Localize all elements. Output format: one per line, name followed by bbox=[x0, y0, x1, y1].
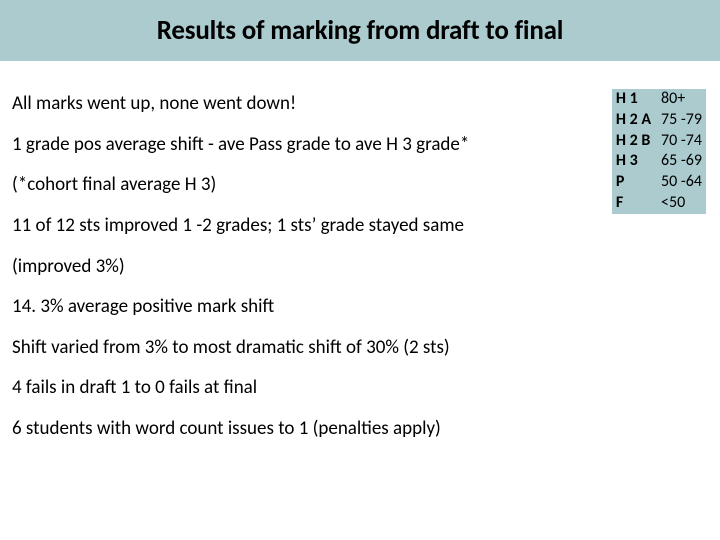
slide-title: Results of marking from draft to final bbox=[0, 14, 720, 47]
body-line: 1 grade pos average shift - ave Pass gra… bbox=[12, 132, 708, 158]
body-line: 11 of 12 sts improved 1 -2 grades; 1 sts… bbox=[12, 213, 708, 239]
range-cell: 75 -79 bbox=[657, 110, 706, 131]
grade-cell: H 3 bbox=[612, 151, 657, 172]
grade-cell: H 1 bbox=[612, 89, 657, 110]
body-line: (*cohort final average H 3) bbox=[12, 172, 708, 198]
grade-cell: H 2 B bbox=[612, 131, 657, 152]
grade-cell: F bbox=[612, 193, 657, 214]
range-cell: 65 -69 bbox=[657, 151, 706, 172]
body-line: 4 fails in draft 1 to 0 fails at final bbox=[12, 375, 708, 401]
table-row: H 1 80+ bbox=[612, 89, 706, 110]
body-line: 14. 3% average positive mark shift bbox=[12, 294, 708, 320]
table-row: H 2 A 75 -79 bbox=[612, 110, 706, 131]
range-cell: <50 bbox=[657, 193, 706, 214]
body-line: 6 students with word count issues to 1 (… bbox=[12, 416, 708, 442]
body-line: All marks went up, none went down! bbox=[12, 91, 708, 117]
grade-cell: H 2 A bbox=[612, 110, 657, 131]
slide-content: All marks went up, none went down! 1 gra… bbox=[0, 61, 720, 442]
table-row: H 2 B 70 -74 bbox=[612, 131, 706, 152]
body-text: All marks went up, none went down! 1 gra… bbox=[12, 91, 708, 442]
table-row: H 3 65 -69 bbox=[612, 151, 706, 172]
table-row: P 50 -64 bbox=[612, 172, 706, 193]
table-row: F <50 bbox=[612, 193, 706, 214]
range-cell: 80+ bbox=[657, 89, 706, 110]
title-bar: Results of marking from draft to final bbox=[0, 0, 720, 61]
grade-cell: P bbox=[612, 172, 657, 193]
body-line: (improved 3%) bbox=[12, 254, 708, 280]
range-cell: 50 -64 bbox=[657, 172, 706, 193]
grade-scale-table: H 1 80+ H 2 A 75 -79 H 2 B 70 -74 H 3 65… bbox=[612, 89, 706, 214]
body-line: Shift varied from 3% to most dramatic sh… bbox=[12, 335, 708, 361]
range-cell: 70 -74 bbox=[657, 131, 706, 152]
